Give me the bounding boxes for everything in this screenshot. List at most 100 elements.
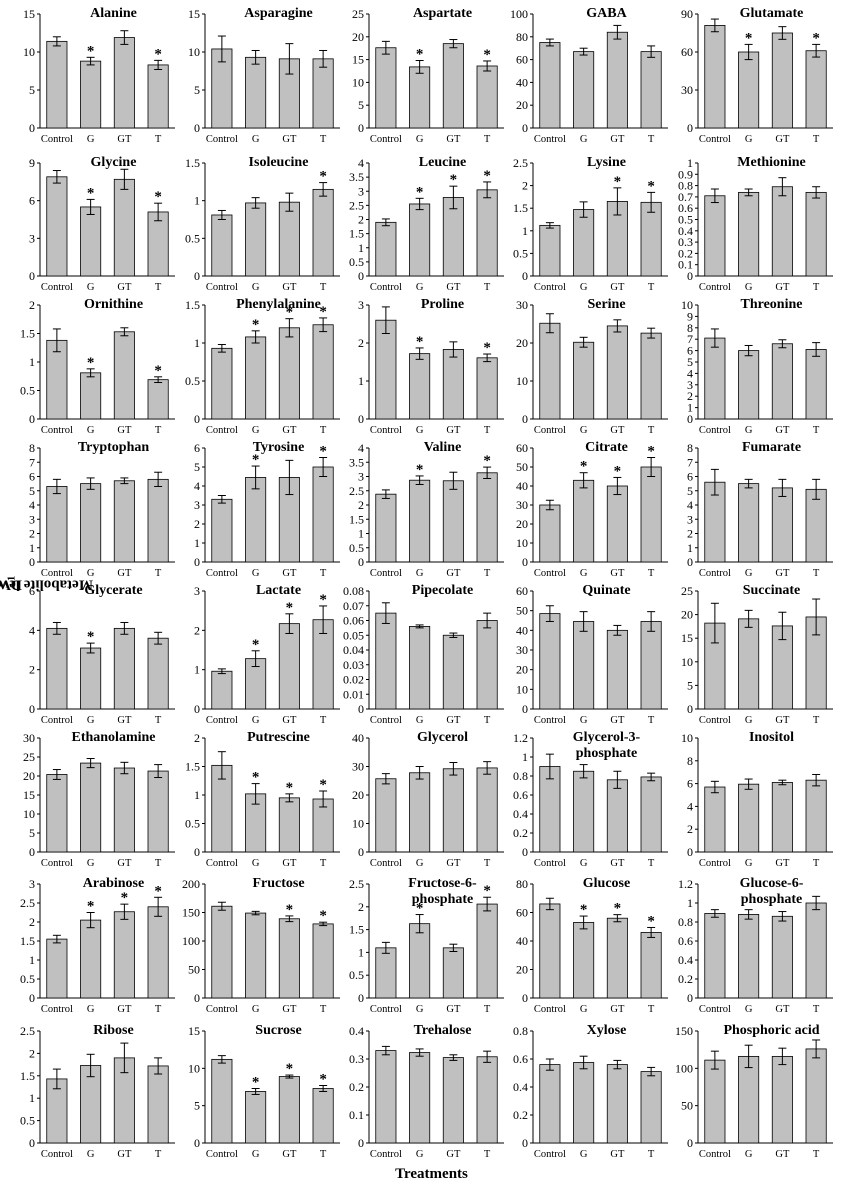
x-tick-label: GT [610,425,625,436]
y-axis-title-tail: DW) [0,576,22,593]
bar [211,347,233,420]
chart-title: Glycerate [84,583,142,598]
x-tick-label: T [484,568,491,579]
y-tick-label: 6 [194,441,200,455]
significance-star: * [647,444,655,460]
significance-star: * [416,184,424,200]
bar [573,209,595,277]
y-tick-label: 0.5 [349,541,364,555]
x-tick-label: GT [446,282,461,293]
bar [771,186,793,277]
significance-star: * [416,47,424,63]
y-tick-label: 2.5 [20,1024,35,1038]
chart-panel: 0 5 10 15 20 25 Control * G GT * T Aspartate [352,6,504,145]
significance-star: * [87,629,95,645]
y-tick-label: 0.01 [343,687,364,701]
x-tick-label: T [320,282,327,293]
chart-panel: 0 0.5 1 1.5 2 Control * G * GT * T Putrescine [185,730,340,869]
bar [805,349,827,420]
x-tick-label: GT [446,858,461,869]
bar [805,191,827,277]
chart-panel: 0 0.5 1 1.5 Control * G * GT * T Phenylalanine [185,297,340,436]
y-tick-label: 0.8 [513,1024,528,1038]
y-tick-label: 1 [522,750,528,764]
bar [442,349,464,420]
bar [640,51,662,129]
chart-panel: 0 20 40 60 80 100 Control G GT T GABA [510,6,668,145]
bar [211,498,233,563]
x-tick-label: G [416,1149,424,1160]
bar [539,322,561,420]
bar [606,1064,628,1144]
x-tick-label: Control [534,1004,566,1015]
y-tick-label: 1 [194,536,200,550]
y-tick-label: 0.6 [678,201,693,215]
x-tick-label: Control [534,1149,566,1160]
y-tick-label: 0 [29,845,35,859]
chart-title: Threonine [741,297,803,312]
y-tick-label: 2 [358,498,364,512]
significance-star: * [286,305,294,321]
y-tick-label: 0.2 [513,826,528,840]
y-tick-label: 1 [29,541,35,555]
significance-star: * [483,883,491,899]
x-tick-label: GT [446,1004,461,1015]
bar [738,914,760,999]
y-tick-label: 3 [687,378,693,392]
chart-title: Glycerol-3- [573,730,641,745]
bar [771,487,793,563]
x-tick-label: GT [117,425,132,436]
y-tick-label: 0.9 [678,167,693,181]
y-tick-label: 0.6 [678,934,693,948]
y-tick-label: 20 [516,963,528,977]
x-tick-label: T [648,425,655,436]
bar [80,60,102,129]
x-tick-label: Control [534,568,566,579]
bar [409,479,431,563]
bar [476,903,498,999]
y-tick-label: 0 [358,1136,364,1150]
bar [771,343,793,420]
y-tick-label: 20 [516,517,528,531]
bar [573,770,595,853]
x-tick-label: T [320,1149,327,1160]
y-tick-label: 200 [182,877,200,891]
chart-panel: 0 5 10 15 20 25 Control G GT T Succinate [681,583,833,726]
chart-title: Isoleucine [249,155,309,170]
significance-star: * [483,47,491,63]
y-tick-label: 15 [23,7,35,21]
y-tick-label: 9 [29,156,35,170]
y-tick-label: 150 [182,906,200,920]
y-tick-label: 0 [522,412,528,426]
y-tick-label: 0 [29,1136,35,1150]
y-tick-label: 6 [29,194,35,208]
x-tick-label: G [580,1149,588,1160]
y-tick-label: 40 [516,75,528,89]
y-tick-label: 1.5 [349,923,364,937]
y-tick-label: 40 [516,934,528,948]
y-tick-label: 10 [23,45,35,59]
y-tick-label: 2 [194,623,200,637]
chart-title: Fructose [252,876,304,891]
bar [573,922,595,999]
y-tick-label: 25 [681,584,693,598]
chart-panel: 00.511.522.533.54 Control * G * GT * T Leucine [349,155,504,293]
y-tick-label: 0.5 [20,384,35,398]
bar [606,325,628,420]
x-tick-label: Control [41,858,73,869]
significance-star: * [154,189,162,205]
y-tick-label: 3.5 [349,455,364,469]
significance-star: * [483,340,491,356]
y-tick-label: 30 [23,731,35,745]
bar [245,336,267,420]
x-tick-label: GT [610,858,625,869]
bar [476,189,498,277]
significance-star: * [252,317,260,333]
y-tick-label: 4 [29,498,35,512]
y-tick-label: 2.5 [513,156,528,170]
y-tick-label: 0 [687,1136,693,1150]
y-tick-label: 0 [522,121,528,135]
chart-title: Ornithine [84,297,143,312]
chart-panel: 0 0.5 1 1.5 2 2.5 Control G GT T Ribose [20,1023,175,1160]
